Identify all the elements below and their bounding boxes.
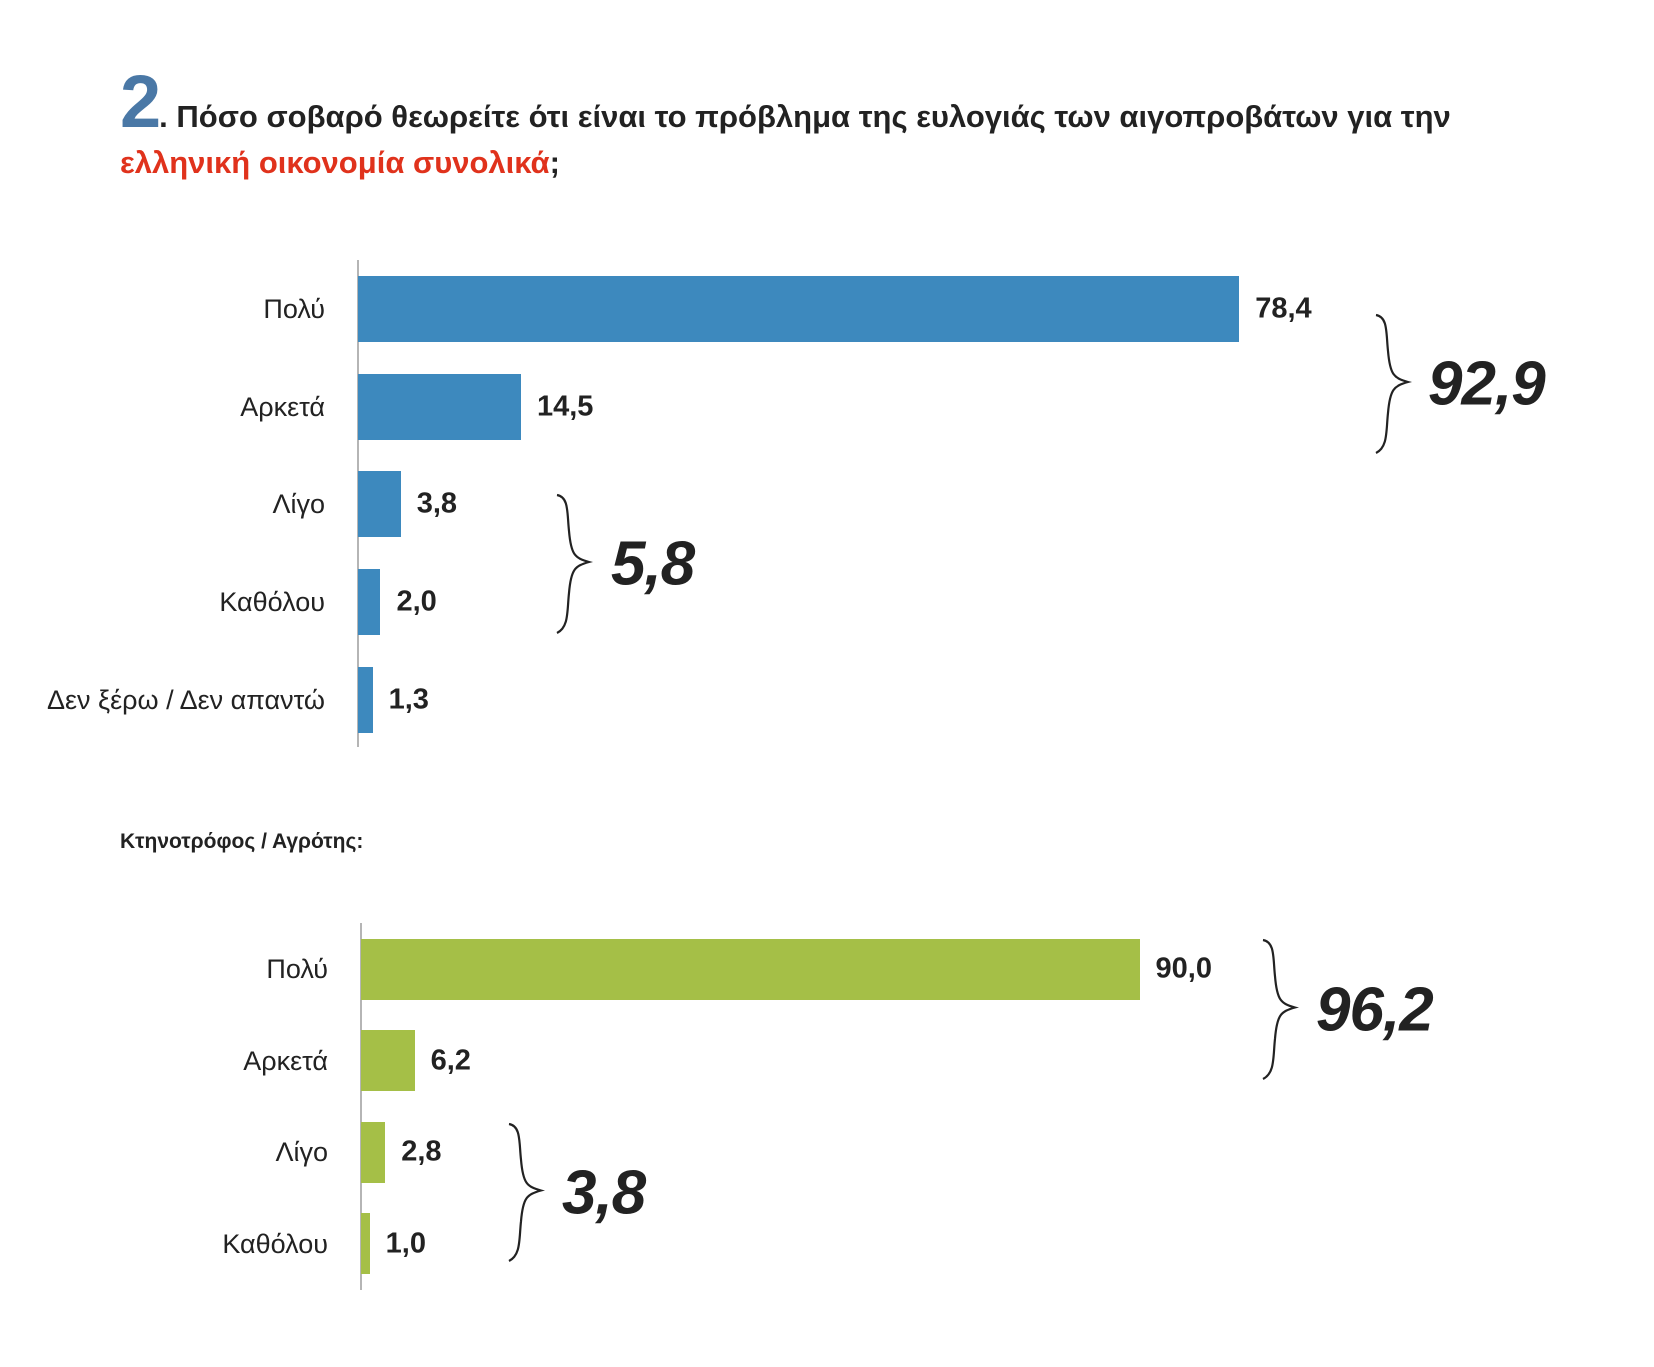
chart1-bar <box>358 569 381 636</box>
category-label: Καθόλου <box>222 1228 328 1259</box>
group-total-label: 92,9 <box>1428 349 1546 419</box>
chart2-axis <box>360 923 362 1290</box>
chart2-subtitle: Κτηνοτρόφος / Αγρότης: <box>120 830 364 853</box>
value-label: 6,2 <box>430 1044 471 1076</box>
value-label: 3,8 <box>416 487 458 520</box>
value-label: 78,4 <box>1255 292 1312 325</box>
chart1-bar <box>358 471 401 538</box>
value-label: 14,5 <box>536 390 594 423</box>
category-label: Καθόλου <box>219 587 325 618</box>
category-label: Αρκετά <box>243 1045 328 1076</box>
chart2-bar <box>361 1030 415 1091</box>
curly-brace-icon <box>1262 938 1300 1080</box>
category-label: Αρκετά <box>240 391 325 422</box>
chart1-bar <box>358 276 1240 342</box>
category-label: Δεν ξέρω / Δεν απαντώ <box>46 684 325 715</box>
value-label: 2,8 <box>401 1135 442 1168</box>
chart1-bar <box>358 373 521 440</box>
chart2-bar <box>361 1213 370 1274</box>
question-end: ; <box>549 145 560 180</box>
question-title: 2. Πόσο σοβαρό θεωρείτε ότι είναι το πρό… <box>120 65 1570 186</box>
value-label: 2,0 <box>396 585 437 618</box>
question-number: 2 <box>120 60 161 143</box>
category-label: Λίγο <box>275 1137 328 1167</box>
category-label: Πολύ <box>263 294 325 324</box>
curly-brace-icon <box>508 1122 546 1262</box>
chart2-bar <box>361 938 1140 1000</box>
category-label: Πολύ <box>266 954 328 984</box>
question-text: . Πόσο σοβαρό θεωρείτε ότι είναι το πρόβ… <box>159 99 1451 134</box>
value-label: 1,0 <box>385 1227 426 1259</box>
chart1-bar <box>358 666 373 733</box>
group-total-label: 5,8 <box>611 529 695 599</box>
curly-brace-icon <box>1375 313 1413 454</box>
question-highlight: ελληνική οικονομία συνολικά <box>120 145 550 180</box>
value-label: 1,3 <box>388 683 429 716</box>
curly-brace-icon <box>556 493 594 634</box>
group-total-label: 96,2 <box>1316 975 1434 1044</box>
value-label: 90,0 <box>1155 952 1212 985</box>
category-label: Λίγο <box>272 489 325 520</box>
group-total-label: 3,8 <box>562 1158 646 1227</box>
chart2-bar <box>361 1121 386 1183</box>
